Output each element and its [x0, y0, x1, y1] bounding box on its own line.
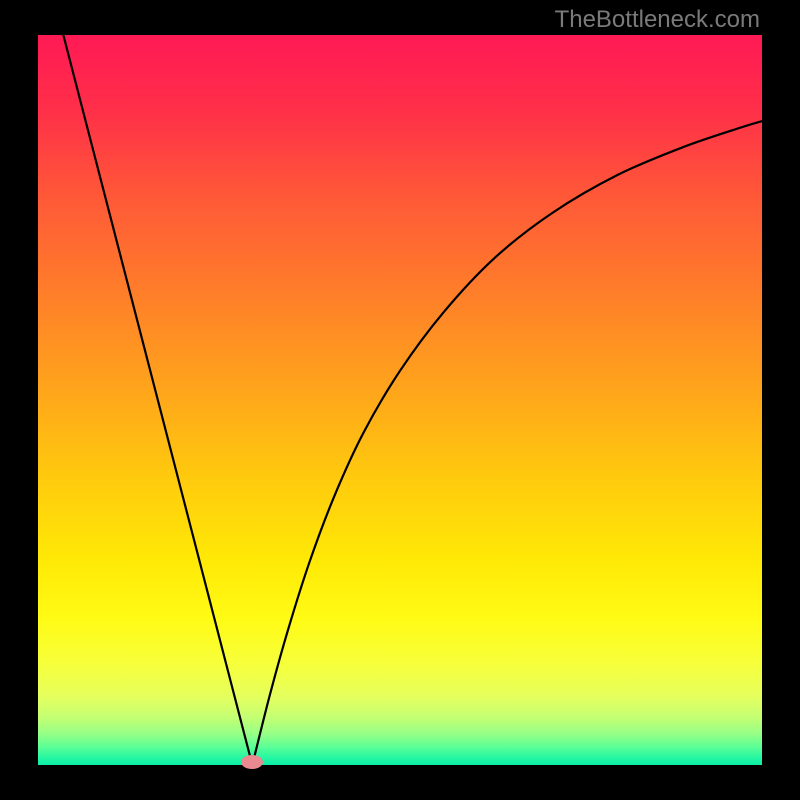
- bottleneck-curve: [63, 35, 762, 765]
- curve-layer: [38, 35, 762, 765]
- chart-container: TheBottleneck.com: [0, 0, 800, 800]
- watermark-text: TheBottleneck.com: [555, 6, 760, 34]
- plot-area: [38, 35, 762, 765]
- sweet-spot-marker: [241, 755, 263, 769]
